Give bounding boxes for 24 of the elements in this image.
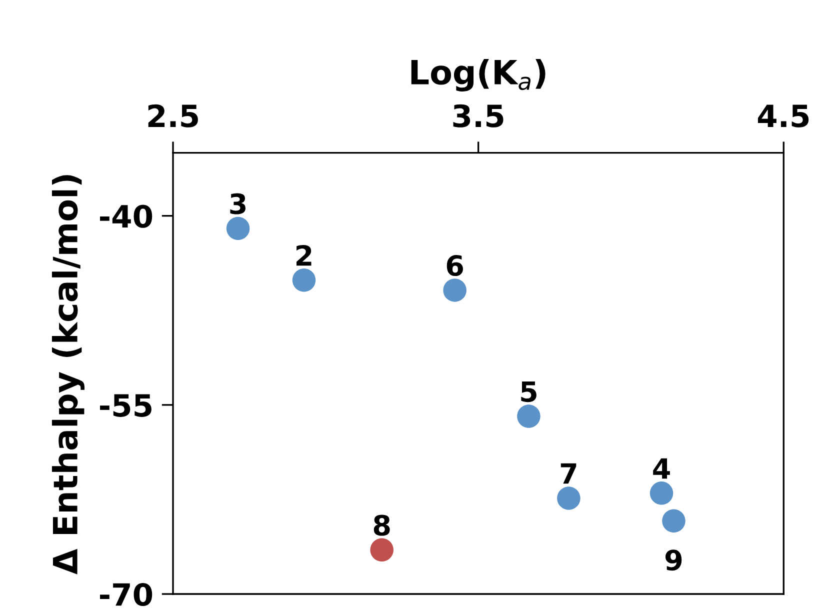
annotation: 3 [230, 193, 246, 214]
y-tick-label: -70 [100, 582, 152, 606]
point [370, 538, 394, 562]
y-axis-title: Δ Enthalpy (kcal/mol) [52, 175, 84, 574]
point [443, 278, 466, 302]
x-tick-label: 4.5 [758, 104, 809, 128]
annotation: 8 [374, 514, 390, 536]
y-tick-label: -55 [100, 394, 152, 417]
y-tick-label: -40 [100, 204, 152, 228]
x-tick-label: 2.5 [148, 104, 198, 128]
x-axis-title: Log(K$_{a}$) [411, 59, 546, 92]
point [517, 404, 540, 428]
point [292, 268, 316, 292]
annotation: 6 [446, 255, 463, 276]
annotation: 5 [521, 381, 536, 402]
point [650, 482, 674, 505]
annotation: 7 [560, 463, 576, 484]
annotation: 4 [653, 458, 670, 479]
point [226, 216, 250, 240]
annotation: 9 [666, 550, 682, 571]
annotation: 2 [296, 244, 312, 266]
point [557, 486, 580, 510]
point [662, 509, 686, 533]
x-tick-label: 3.5 [453, 104, 504, 128]
